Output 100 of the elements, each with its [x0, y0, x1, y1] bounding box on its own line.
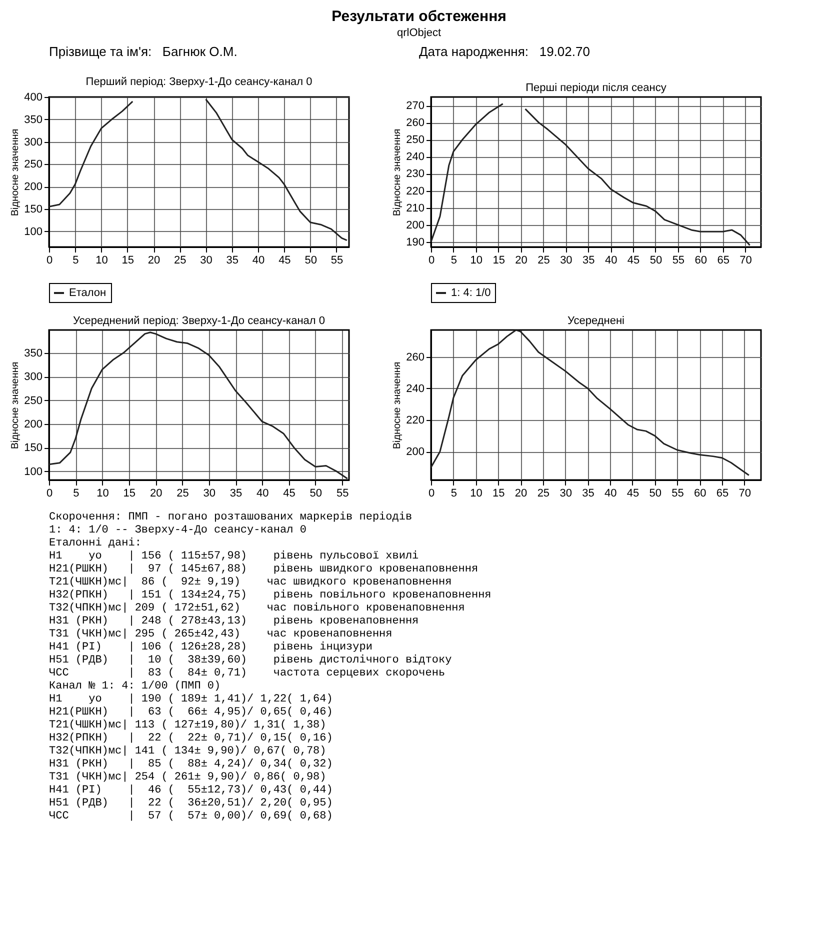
x-tick-label: 70 [738, 488, 752, 500]
x-tick-label: 15 [122, 254, 134, 266]
x-tick-label: 65 [716, 488, 729, 500]
x-tick-label: 15 [123, 488, 136, 500]
text: ЧСС | 83 ( 84± 0,71) частота серцевих скорочень [49, 668, 446, 680]
x-tick-label: 25 [538, 254, 550, 266]
x-tick-label: 10 [470, 254, 483, 266]
x-tick-label: 45 [278, 254, 291, 266]
text: T31 (ЧКН)мс| 295 ( 265±42,43) час кровенаповнення [49, 628, 392, 640]
x-tick-label: 60 [694, 254, 708, 266]
text: T31 (ЧКН)мс| 254 ( 261± 9,90)/ 0,86( 0,98) [49, 772, 326, 784]
x-tick-label: 40 [604, 254, 618, 266]
x-tick-label: 30 [560, 488, 572, 500]
text: H41 (PI) | 106 ( 126±28,28) рівень інцизури [49, 642, 372, 654]
y-tick-label: 350 [24, 347, 42, 360]
y-tick-label: 190 [406, 236, 424, 248]
y-tick-label: 260 [406, 351, 424, 364]
text: H31 (РКН) | 85 ( 88± 4,24)/ 0,34( 0,32) [49, 758, 333, 770]
text: T32(ЧПКН)мс| 209 ( 172±51,62) час повільного кровенаповнення [49, 602, 465, 614]
text: Прізвище та ім'я: Багнюк О.М. [49, 44, 238, 59]
text: ЧСС | 57 ( 57± 0,00)/ 0,69( 0,68) [49, 810, 333, 822]
y-tick-label: 220 [406, 414, 424, 426]
y-tick-label: 240 [406, 151, 424, 164]
legend-label: Еталон [69, 287, 106, 299]
text: T21(ЧШКН)мс| 113 ( 127±19,80)/ 1,31( 1,38) [49, 720, 326, 732]
text: Скорочення: ПМП - погано розташованих маркерів періодів [49, 512, 412, 524]
x-tick-label: 60 [694, 488, 706, 500]
y-tick-label: 270 [406, 100, 424, 112]
x-tick-label: 45 [626, 488, 640, 500]
y-tick-label: 100 [24, 226, 42, 238]
y-axis-title: Відносне значення [10, 362, 22, 450]
x-tick-label: 30 [560, 254, 572, 266]
x-tick-label: 30 [200, 254, 212, 266]
x-tick-label: 0 [428, 488, 435, 500]
text: Дата народження: 19.02.70 [419, 44, 590, 59]
y-tick-label: 300 [24, 136, 42, 148]
text: H32(РПКН) | 151 ( 134±24,75) рівень повільного кровенаповнення [49, 590, 492, 602]
x-tick-label: 25 [176, 488, 189, 500]
x-tick-label: 55 [336, 488, 349, 500]
y-tick-label: 250 [406, 134, 424, 146]
text: H21(РШКН) | 63 ( 66± 4,95)/ 0,65( 0,46) [49, 706, 333, 718]
y-tick-label: 150 [24, 442, 42, 454]
x-tick-label: 10 [470, 488, 482, 500]
text: H21(РШКН) | 97 ( 145±67,88) рівень швидкого кровенаповнення [49, 564, 478, 576]
x-tick-label: 25 [537, 488, 550, 500]
legend-label: 1: 4: 1/0 [451, 287, 491, 299]
x-tick-label: 35 [230, 488, 242, 500]
y-tick-label: 260 [406, 117, 424, 130]
y-axis-title: Відносне значення [10, 128, 22, 216]
chart-title: Перший період: Зверху-1-До сеансу-канал 0 [86, 76, 312, 88]
x-tick-label: 40 [252, 254, 265, 266]
text: H51 (РДВ) | 10 ( 38±39,60) рівень дистолічного відтоку [49, 654, 452, 666]
x-tick-label: 5 [73, 488, 80, 500]
x-tick-label: 50 [650, 254, 662, 266]
x-tick-label: 50 [310, 488, 322, 500]
x-tick-label: 30 [203, 488, 216, 500]
x-tick-label: 45 [283, 488, 296, 500]
y-tick-label: 220 [406, 185, 424, 198]
x-tick-label: 70 [740, 254, 752, 266]
x-tick-label: 55 [672, 254, 685, 266]
y-axis-title: Відносне значення [392, 128, 404, 216]
x-tick-label: 20 [515, 254, 528, 266]
x-tick-label: 35 [582, 254, 595, 266]
y-tick-label: 200 [24, 418, 42, 430]
text: H31 (РКН) | 248 ( 278±43,13) рівень кровенаповнення [49, 616, 419, 628]
chart-title: Усереднені [568, 315, 624, 327]
chart-title: Перші періоди після сеансу [526, 82, 667, 94]
text: H1 yo | 190 ( 189± 1,41)/ 1,22( 1,64) [49, 694, 333, 706]
y-tick-label: 400 [24, 92, 42, 104]
x-tick-label: 20 [148, 254, 160, 266]
x-tick-label: 40 [604, 488, 617, 500]
text: T32(ЧПКН)мс| 141 ( 134± 9,90)/ 0,67( 0,78) [49, 746, 326, 758]
y-axis-title: Відносне значення [392, 362, 404, 450]
line-series [431, 330, 750, 476]
x-tick-label: 50 [649, 488, 662, 500]
x-tick-label: 35 [582, 488, 594, 500]
x-tick-label: 50 [304, 254, 317, 266]
y-tick-label: 300 [24, 371, 42, 384]
x-tick-label: 25 [174, 254, 186, 266]
y-tick-label: 200 [406, 446, 424, 458]
x-tick-label: 20 [514, 488, 528, 500]
x-tick-label: 0 [46, 488, 53, 500]
x-tick-label: 55 [672, 488, 684, 500]
x-tick-label: 55 [330, 254, 344, 266]
x-tick-label: 40 [256, 488, 269, 500]
y-tick-label: 240 [406, 382, 424, 395]
text: H1 yo | 156 ( 115±57,98) рівень пульсової хвилі [49, 550, 420, 562]
y-tick-label: 200 [406, 219, 424, 232]
x-tick-label: 10 [96, 488, 109, 500]
text: T21(ЧШКН)мс| 86 ( 92± 9,19) час швидкого кровенаповнення [49, 576, 452, 588]
text: Результати обстеження [332, 8, 506, 25]
x-tick-label: 15 [492, 254, 505, 266]
y-tick-label: 250 [24, 158, 42, 171]
text: H41 (PI) | 46 ( 55±12,73)/ 0,43( 0,44) [49, 784, 333, 796]
y-tick-label: 150 [24, 203, 42, 216]
y-tick-label: 200 [24, 181, 42, 194]
x-tick-label: 65 [717, 254, 730, 266]
y-tick-label: 350 [24, 114, 42, 126]
chart-title: Усереднений період: Зверху-1-До сеансу-канал 0 [72, 315, 326, 327]
text: Канал № 1: 4: 1/00 (ПМП 0) [49, 680, 221, 692]
